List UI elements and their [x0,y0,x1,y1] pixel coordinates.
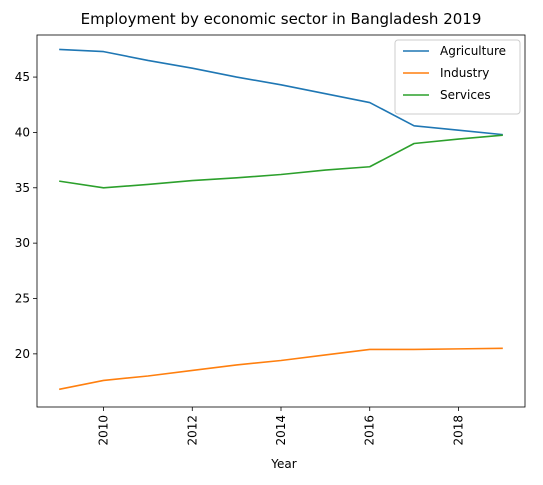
legend-label-agriculture: Agriculture [440,44,506,58]
x-tick-label: 2014 [274,415,288,446]
x-tick-label: 2010 [97,415,111,446]
series-line-services [59,134,503,189]
legend-label-industry: Industry [440,66,489,80]
x-tick-label: 2016 [363,415,377,446]
x-tick-label: 2018 [451,415,465,446]
y-tick-label: 40 [15,125,30,139]
series-line-industry [59,347,503,391]
chart-title: Employment by economic sector in Banglad… [81,10,482,28]
x-axis-label: Year [270,457,296,471]
y-tick-label: 30 [15,236,30,250]
y-tick-label: 25 [15,292,30,306]
legend: Agriculture Industry Services [394,39,521,115]
series-line-agriculture [59,48,503,136]
y-tick-label: 35 [15,181,30,195]
plot-area: 20 25 30 35 40 45 2010 2012 2014 2016 2018 Agricult… [15,34,526,446]
y-tick-label: 45 [15,70,30,84]
y-tick-label: 20 [15,347,30,361]
legend-label-services: Services [440,88,491,102]
x-tick-label: 2012 [185,415,199,446]
